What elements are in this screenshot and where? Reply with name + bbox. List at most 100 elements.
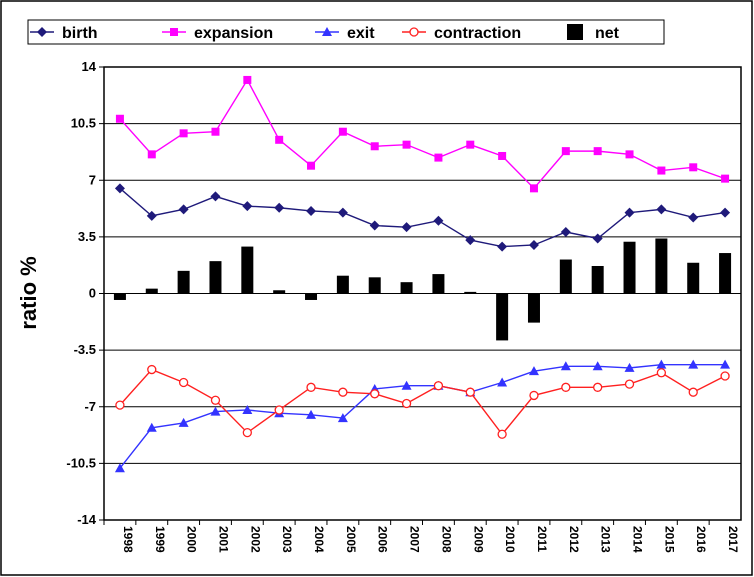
- x-tick-label: 2011: [535, 526, 549, 552]
- birth-point: [592, 233, 603, 244]
- net-bar: [305, 293, 318, 300]
- x-tick-label: 2010: [503, 526, 517, 553]
- expansion-point: [721, 174, 730, 183]
- exit-point: [560, 361, 571, 371]
- birth-point: [560, 227, 571, 238]
- contraction-point: [465, 387, 475, 397]
- contraction-point: [433, 381, 444, 391]
- contraction-point: [115, 400, 125, 410]
- series-lines: [114, 75, 731, 473]
- x-tick-label: 2008: [439, 526, 453, 553]
- net-bar: [241, 246, 254, 294]
- y-tick-label: -7: [84, 399, 96, 414]
- expansion-point: [529, 184, 538, 193]
- expansion-point: [307, 161, 316, 170]
- expansion-point: [115, 114, 124, 123]
- net-bar: [591, 265, 604, 294]
- contraction-point: [656, 368, 667, 378]
- legend-marker-exit: [322, 27, 332, 36]
- exit-point: [497, 377, 508, 387]
- net-bar: [145, 288, 158, 294]
- x-tick-label: 2016: [694, 526, 708, 553]
- expansion-point: [561, 147, 570, 156]
- contraction-point: [242, 427, 252, 438]
- expansion-point: [498, 151, 507, 160]
- expansion-point: [402, 140, 411, 149]
- legend-marker-contraction: [409, 27, 419, 37]
- exit-point: [242, 404, 253, 414]
- expansion-series-line: [119, 78, 726, 190]
- net-bar: [209, 261, 222, 294]
- exit-point: [337, 413, 348, 423]
- birth-point: [688, 212, 699, 223]
- contraction-point: [593, 382, 603, 392]
- expansion-point: [243, 75, 252, 84]
- birth-point: [497, 241, 508, 252]
- contraction-point: [401, 398, 412, 409]
- birth-point: [242, 201, 253, 212]
- net-bar: [687, 262, 700, 294]
- exit-point: [656, 359, 667, 369]
- birth-point: [465, 235, 476, 246]
- expansion-point: [275, 135, 284, 144]
- exit-point: [146, 422, 157, 432]
- x-tick-label: 2006: [376, 526, 390, 553]
- net-bar: [527, 293, 540, 323]
- birth-point: [114, 183, 125, 194]
- y-tick-label: 10.5: [71, 116, 96, 131]
- x-tick-label: 2012: [567, 526, 581, 553]
- net-bar: [400, 282, 413, 294]
- net-bar: [719, 253, 732, 294]
- legend-label-birth: birth: [62, 25, 98, 42]
- birth-point: [433, 215, 444, 226]
- legend-marker-net: [567, 24, 583, 40]
- expansion-point: [147, 150, 156, 159]
- contraction-point: [274, 405, 284, 415]
- x-tick-label: 2014: [631, 526, 645, 553]
- net-bars: [113, 238, 732, 341]
- expansion-point: [466, 140, 475, 149]
- contraction-point: [720, 371, 730, 381]
- birth-point: [656, 204, 667, 215]
- net-bar: [496, 293, 509, 341]
- x-tick-label: 1998: [121, 526, 135, 553]
- expansion-point: [689, 163, 698, 172]
- legend-box: [27, 19, 665, 45]
- y-tick-label: -10.5: [66, 455, 96, 470]
- expansion-point: [370, 142, 379, 151]
- contraction-point: [210, 395, 221, 405]
- exit-series-line: [119, 363, 726, 469]
- birth-point: [146, 210, 157, 221]
- net-bar: [336, 275, 349, 294]
- exit-point: [592, 361, 603, 371]
- birth-point: [624, 207, 635, 218]
- y-tick-label: -3.5: [74, 342, 96, 357]
- x-tick-labels: 1998 1999 2000 2001 2002 2003 2004 2005 2006 2007…: [103, 520, 740, 553]
- x-tick-label: 2003: [280, 526, 294, 553]
- exit-point: [720, 359, 731, 369]
- exit-point: [401, 380, 412, 390]
- contraction-point: [624, 379, 635, 389]
- contraction-point: [306, 382, 316, 392]
- x-tick-label: 1999: [153, 526, 167, 553]
- legend: birth expansion exit contraction net: [30, 24, 620, 42]
- net-bar: [464, 291, 477, 294]
- y-tick-label: 14: [82, 59, 97, 74]
- contraction-series-line: [119, 368, 726, 436]
- net-bar: [368, 277, 381, 294]
- net-bar: [113, 293, 126, 300]
- exit-point: [624, 362, 635, 372]
- exit-point: [688, 359, 699, 369]
- x-tick-label: 2015: [662, 526, 676, 553]
- expansion-point: [338, 127, 347, 136]
- y-axis-label: ratio %: [16, 256, 41, 329]
- birth-series-line: [119, 187, 726, 248]
- contraction-point: [497, 429, 507, 439]
- net-bar: [177, 270, 190, 294]
- x-tick-label: 2001: [216, 526, 230, 553]
- expansion-point: [657, 166, 666, 175]
- expansion-point: [179, 129, 188, 138]
- x-tick-label: 2000: [185, 526, 199, 553]
- expansion-point: [211, 127, 220, 136]
